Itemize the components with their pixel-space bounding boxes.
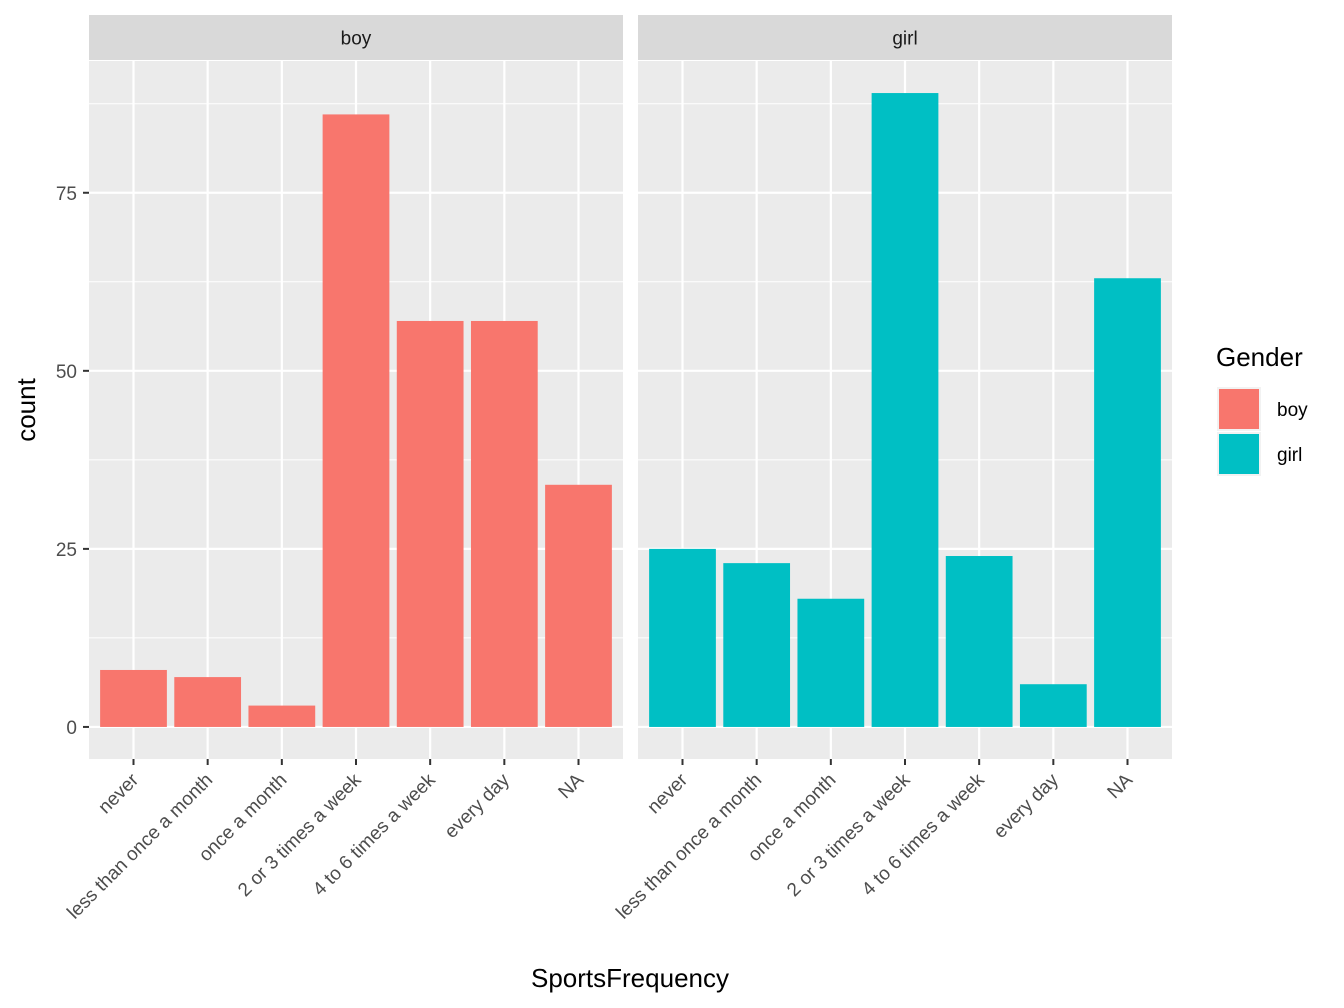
facet-strip	[89, 15, 623, 60]
y-axis: 0 25 50 75	[56, 184, 89, 739]
facet-strip	[638, 15, 1172, 60]
x-tick-label: NA	[1104, 769, 1138, 803]
y-axis-title: count	[11, 377, 41, 441]
bar-boy-5	[470, 320, 538, 727]
legend-key-girl	[1219, 434, 1259, 474]
x-tick-label: never	[95, 769, 144, 818]
x-tick-label: less than once a month	[612, 770, 766, 924]
bar-boy-1	[174, 677, 242, 727]
x-axis-title: SportsFrequency	[531, 963, 729, 993]
legend-label-boy: boy	[1277, 400, 1308, 421]
bar-girl-5	[1019, 684, 1087, 727]
y-tick-label: 25	[56, 540, 77, 561]
bar-girl-2	[797, 598, 865, 727]
x-tick-label: never	[644, 769, 693, 818]
x-tick-label: 2 or 3 times a week	[783, 769, 915, 901]
legend-label-girl: girl	[1277, 445, 1302, 466]
bar-boy-6	[545, 484, 612, 727]
x-tick-label: every day	[441, 769, 514, 842]
facet-strip-label: boy	[341, 29, 372, 50]
x-tick-label: 4 to 6 times a week	[309, 769, 440, 900]
bar-boy-4	[396, 320, 464, 727]
bar-boy-2	[248, 705, 316, 727]
legend-key-boy	[1219, 389, 1259, 429]
bar-girl-1	[723, 563, 791, 727]
x-tick-label: NA	[555, 769, 589, 803]
legend: Gender boy girl	[1216, 342, 1308, 476]
bar-girl-3	[871, 93, 939, 727]
bar-girl-6	[1094, 278, 1161, 727]
y-tick-label: 50	[56, 362, 77, 383]
x-tick-label: every day	[990, 769, 1063, 842]
bar-girl-0	[649, 548, 716, 727]
x-tick-label: 4 to 6 times a week	[858, 769, 989, 900]
y-tick-label: 75	[56, 184, 77, 205]
bar-boy-0	[100, 669, 167, 727]
bar-boy-3	[322, 114, 390, 727]
legend-title: Gender	[1216, 342, 1303, 372]
y-tick-label: 0	[66, 718, 77, 739]
x-tick-label: 2 or 3 times a week	[234, 769, 366, 901]
facet-strip-label: girl	[892, 29, 917, 50]
x-tick-label: less than once a month	[63, 770, 217, 924]
bar-girl-4	[945, 556, 1013, 727]
